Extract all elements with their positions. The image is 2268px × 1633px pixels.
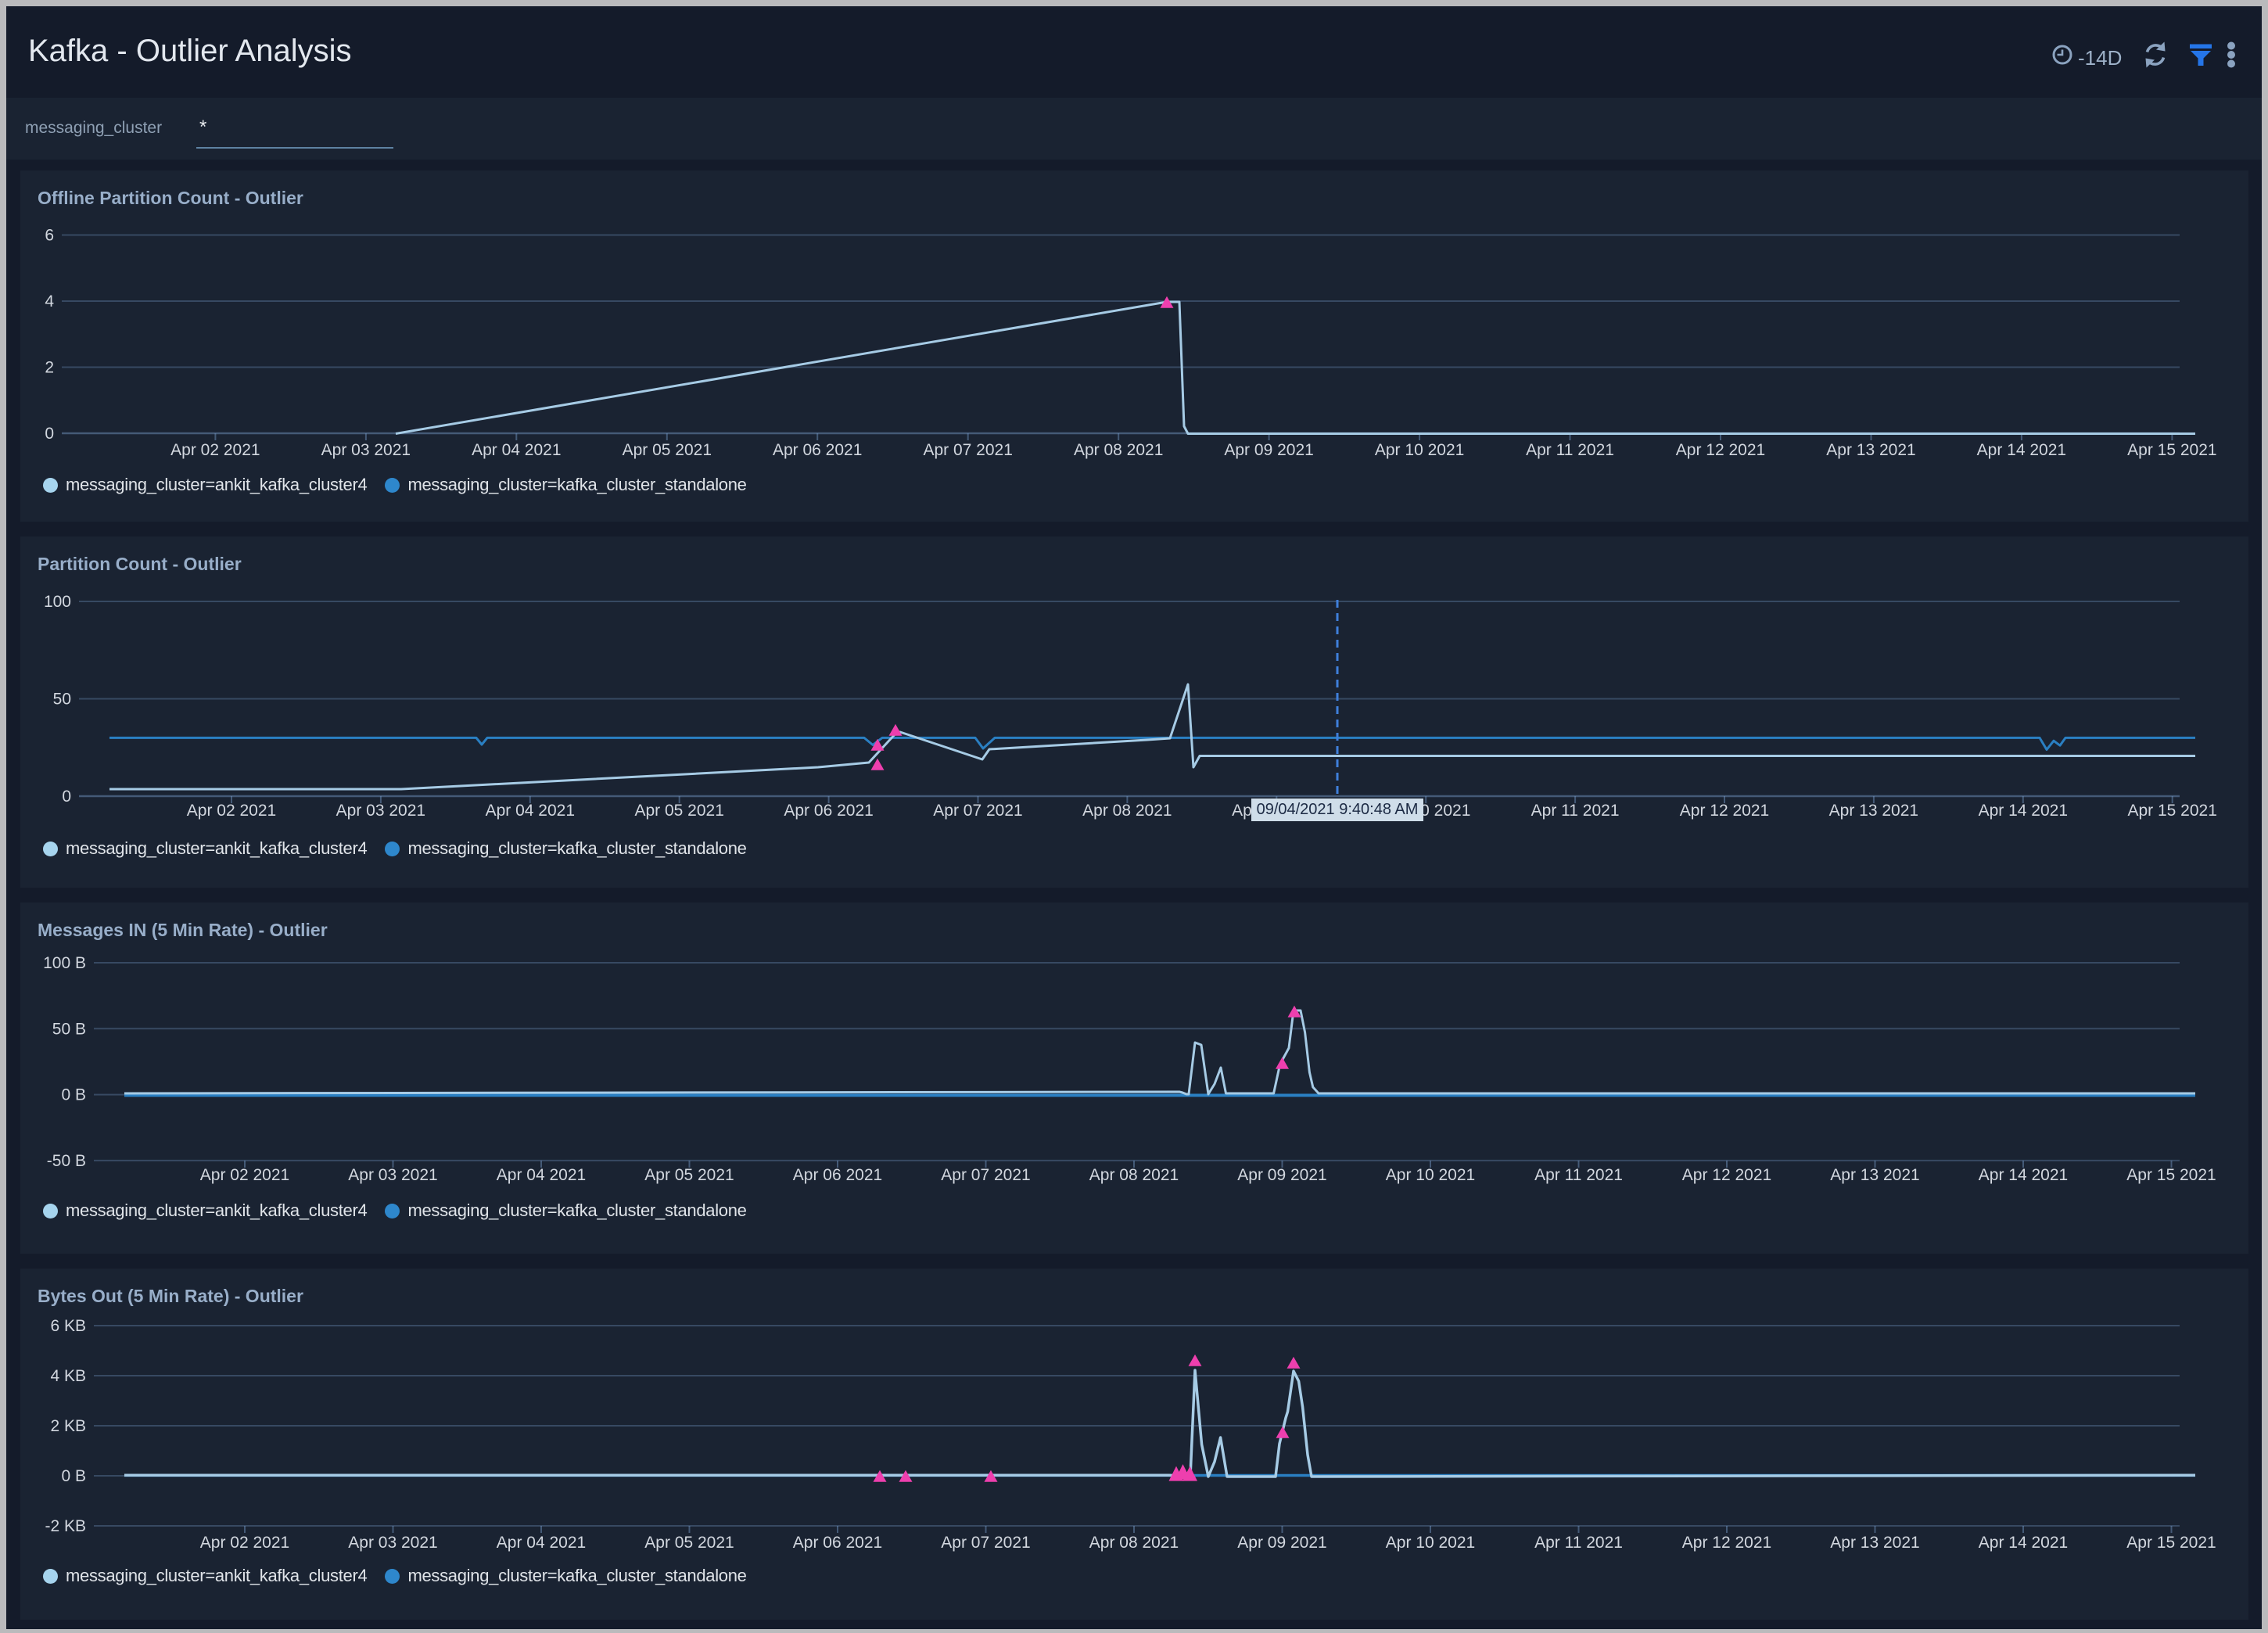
svg-text:0 B: 0 B — [61, 1467, 86, 1485]
svg-text:100 B: 100 B — [43, 954, 86, 972]
svg-text:-50 B: -50 B — [47, 1152, 86, 1170]
svg-text:Apr 03 2021: Apr 03 2021 — [336, 802, 425, 820]
svg-text:Apr 03 2021: Apr 03 2021 — [348, 1534, 437, 1552]
svg-text:Apr 15 2021: Apr 15 2021 — [2127, 441, 2216, 459]
svg-text:Apr 10 2021: Apr 10 2021 — [1386, 1166, 1475, 1184]
svg-text:Apr 12 2021: Apr 12 2021 — [1682, 1534, 1771, 1552]
svg-text:Apr 12 2021: Apr 12 2021 — [1676, 441, 1765, 459]
svg-text:Apr 10 2021: Apr 10 2021 — [1375, 441, 1464, 459]
svg-text:4 KB: 4 KB — [50, 1367, 86, 1385]
svg-text:Apr 06 2021: Apr 06 2021 — [773, 441, 862, 459]
svg-text:Apr 07 2021: Apr 07 2021 — [923, 441, 1012, 459]
svg-text:Apr 08 2021: Apr 08 2021 — [1089, 1166, 1179, 1184]
svg-text:Apr 14 2021: Apr 14 2021 — [1979, 1166, 2068, 1184]
svg-text:Apr 05 2021: Apr 05 2021 — [644, 1534, 734, 1552]
svg-text:50 B: 50 B — [52, 1020, 86, 1038]
svg-text:Apr 11 2021: Apr 11 2021 — [1534, 1534, 1623, 1552]
svg-text:Apr 02 2021: Apr 02 2021 — [170, 441, 260, 459]
svg-text:Apr 06 2021: Apr 06 2021 — [784, 802, 873, 820]
svg-text:6 KB: 6 KB — [50, 1317, 86, 1335]
svg-text:Apr 04 2021: Apr 04 2021 — [497, 1166, 586, 1184]
svg-text:Apr 07 2021: Apr 07 2021 — [941, 1166, 1030, 1184]
svg-text:2: 2 — [45, 359, 54, 377]
svg-text:0: 0 — [62, 788, 71, 806]
svg-text:0 B: 0 B — [61, 1086, 86, 1104]
svg-text:Apr 13 2021: Apr 13 2021 — [1829, 802, 1918, 820]
svg-text:50: 50 — [53, 691, 71, 709]
svg-text:Apr 08 2021: Apr 08 2021 — [1074, 441, 1163, 459]
svg-text:Apr 07 2021: Apr 07 2021 — [933, 802, 1022, 820]
svg-text:Apr 11 2021: Apr 11 2021 — [1531, 802, 1620, 820]
svg-text:Apr 13 2021: Apr 13 2021 — [1830, 1166, 1919, 1184]
svg-text:4: 4 — [45, 293, 54, 310]
svg-text:Apr 09 2021: Apr 09 2021 — [1237, 1166, 1326, 1184]
svg-text:Apr 14 2021: Apr 14 2021 — [1979, 802, 2068, 820]
svg-text:Apr 05 2021: Apr 05 2021 — [623, 441, 712, 459]
svg-text:Apr 11 2021: Apr 11 2021 — [1534, 1166, 1623, 1184]
svg-text:Apr 12 2021: Apr 12 2021 — [1680, 802, 1769, 820]
svg-text:Apr 15 2021: Apr 15 2021 — [2126, 1534, 2216, 1552]
svg-text:Apr 13 2021: Apr 13 2021 — [1826, 441, 1915, 459]
svg-text:Apr 06 2021: Apr 06 2021 — [793, 1166, 882, 1184]
svg-text:-2 KB: -2 KB — [45, 1517, 86, 1535]
svg-text:Apr 15 2021: Apr 15 2021 — [2126, 1166, 2216, 1184]
svg-text:Apr 06 2021: Apr 06 2021 — [793, 1534, 882, 1552]
svg-text:Apr 02 2021: Apr 02 2021 — [200, 1534, 289, 1552]
svg-text:Apr 04 2021: Apr 04 2021 — [486, 802, 575, 820]
svg-text:Apr 05 2021: Apr 05 2021 — [634, 802, 723, 820]
svg-text:0: 0 — [45, 425, 54, 443]
svg-text:Apr 09 2021: Apr 09 2021 — [1237, 1534, 1326, 1552]
svg-text:Apr 07 2021: Apr 07 2021 — [941, 1534, 1030, 1552]
svg-text:Apr 08 2021: Apr 08 2021 — [1082, 802, 1172, 820]
svg-text:Apr 02 2021: Apr 02 2021 — [200, 1166, 289, 1184]
svg-text:Apr 03 2021: Apr 03 2021 — [321, 441, 411, 459]
svg-text:2 KB: 2 KB — [50, 1417, 86, 1435]
svg-text:Apr 04 2021: Apr 04 2021 — [497, 1534, 586, 1552]
svg-text:6: 6 — [45, 227, 54, 245]
svg-text:Apr 14 2021: Apr 14 2021 — [1977, 441, 2066, 459]
svg-text:Apr 12 2021: Apr 12 2021 — [1682, 1166, 1771, 1184]
svg-text:Apr 04 2021: Apr 04 2021 — [472, 441, 561, 459]
svg-text:Apr 08 2021: Apr 08 2021 — [1089, 1534, 1179, 1552]
svg-text:Apr 05 2021: Apr 05 2021 — [644, 1166, 734, 1184]
svg-text:Apr 11 2021: Apr 11 2021 — [1526, 441, 1614, 459]
svg-text:Apr 09 2021: Apr 09 2021 — [1224, 441, 1313, 459]
svg-text:Apr 02 2021: Apr 02 2021 — [187, 802, 276, 820]
svg-text:Apr 03 2021: Apr 03 2021 — [348, 1166, 437, 1184]
svg-text:100: 100 — [44, 593, 71, 611]
svg-text:Apr 13 2021: Apr 13 2021 — [1830, 1534, 1919, 1552]
svg-text:Apr 10 2021: Apr 10 2021 — [1386, 1534, 1475, 1552]
svg-text:Apr 15 2021: Apr 15 2021 — [2127, 802, 2216, 820]
svg-text:Apr 14 2021: Apr 14 2021 — [1979, 1534, 2068, 1552]
